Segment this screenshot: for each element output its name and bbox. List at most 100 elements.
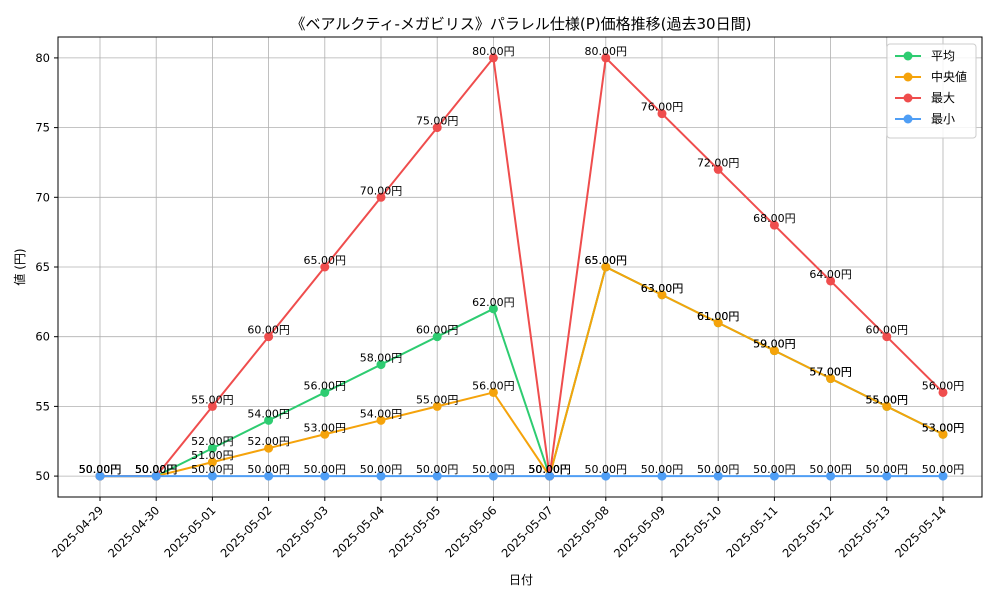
data-label: 55.00円 xyxy=(416,393,459,406)
grid xyxy=(58,37,982,497)
data-point xyxy=(657,290,667,300)
data-point xyxy=(376,360,386,370)
x-tick-label: 2025-05-09 xyxy=(611,503,668,560)
data-label: 60.00円 xyxy=(416,324,459,337)
series-line xyxy=(100,55,944,478)
data-point xyxy=(264,415,274,425)
legend-marker xyxy=(903,93,913,103)
data-label: 50.00円 xyxy=(79,463,122,476)
data-point xyxy=(151,471,161,481)
data-label: 64.00円 xyxy=(809,268,852,281)
data-label: 61.00円 xyxy=(697,310,740,323)
data-label: 50.00円 xyxy=(191,463,234,476)
data-label: 50.00円 xyxy=(528,463,571,476)
data-label: 51.00円 xyxy=(191,449,234,462)
data-label: 52.00円 xyxy=(191,435,234,448)
data-label: 56.00円 xyxy=(922,379,965,392)
data-label: 52.00円 xyxy=(247,435,290,448)
data-label: 62.00円 xyxy=(472,296,515,309)
data-point xyxy=(769,471,779,481)
data-label: 50.00円 xyxy=(697,463,740,476)
data-label: 50.00円 xyxy=(528,463,571,476)
x-tick-label: 2025-05-02 xyxy=(218,503,275,560)
data-label: 50.00円 xyxy=(304,463,347,476)
data-label: 70.00円 xyxy=(360,184,403,197)
data-label: 59.00円 xyxy=(753,338,796,351)
y-tick-label: 55 xyxy=(35,399,50,413)
x-tick-label: 2025-05-05 xyxy=(386,503,443,560)
data-label: 50.00円 xyxy=(528,463,571,476)
x-tick-label: 2025-04-30 xyxy=(105,503,162,560)
data-label: 50.00円 xyxy=(866,463,909,476)
data-label: 58.00円 xyxy=(360,352,403,365)
x-tick-label: 2025-04-29 xyxy=(49,503,106,560)
y-tick-label: 70 xyxy=(35,190,50,204)
x-tick-label: 2025-05-14 xyxy=(892,503,949,560)
x-tick-label: 2025-05-12 xyxy=(780,503,837,560)
data-point xyxy=(938,387,948,397)
x-axis: 2025-04-29 2025-04-30 2025-05-01 2025-05-02… xyxy=(49,497,949,560)
data-label: 50.00円 xyxy=(79,463,122,476)
data-point xyxy=(826,374,836,384)
data-point xyxy=(432,123,442,133)
x-tick-label: 2025-05-03 xyxy=(274,503,331,560)
data-label: 75.00円 xyxy=(416,115,459,128)
x-tick-label: 2025-05-04 xyxy=(330,503,387,560)
chart-title: 《ベアルクティ-メガビリス》パラレル仕様(P)価格推移(過去30日間) xyxy=(291,15,752,33)
data-label: 50.00円 xyxy=(641,463,684,476)
data-point xyxy=(432,332,442,342)
data-label: 76.00円 xyxy=(641,101,684,114)
data-point xyxy=(938,429,948,439)
data-label: 60.00円 xyxy=(866,324,909,337)
data-point xyxy=(882,332,892,342)
data-label: 50.00円 xyxy=(135,463,178,476)
data-label: 63.00円 xyxy=(641,282,684,295)
data-point xyxy=(264,471,274,481)
data-label: 55.00円 xyxy=(866,393,909,406)
x-tick-label: 2025-05-10 xyxy=(667,503,724,560)
data-point xyxy=(769,220,779,230)
data-point xyxy=(826,276,836,286)
data-point xyxy=(432,471,442,481)
y-tick-label: 50 xyxy=(35,469,50,483)
data-label: 72.00円 xyxy=(697,156,740,169)
data-point xyxy=(882,401,892,411)
data-label: 50.00円 xyxy=(809,463,852,476)
data-label: 60.00円 xyxy=(247,324,290,337)
data-point xyxy=(264,443,274,453)
data-label: 50.00円 xyxy=(79,463,122,476)
data-point xyxy=(601,262,611,272)
data-point xyxy=(432,401,442,411)
data-point xyxy=(545,471,555,481)
data-label: 56.00円 xyxy=(472,379,515,392)
data-label: 53.00円 xyxy=(304,421,347,434)
data-point xyxy=(601,471,611,481)
data-label: 53.00円 xyxy=(922,421,965,434)
data-label: 54.00円 xyxy=(247,407,290,420)
y-tick-label: 65 xyxy=(35,260,50,274)
data-label: 55.00円 xyxy=(866,393,909,406)
legend-entry: 中央値 xyxy=(931,69,967,84)
data-label: 50.00円 xyxy=(360,463,403,476)
data-label: 65.00円 xyxy=(585,254,628,267)
data-point xyxy=(488,53,498,63)
data-label: 50.00円 xyxy=(135,463,178,476)
data-point xyxy=(320,471,330,481)
data-label: 50.00円 xyxy=(247,463,290,476)
data-label: 61.00円 xyxy=(697,310,740,323)
data-point xyxy=(207,457,217,467)
data-point xyxy=(769,346,779,356)
y-tick-label: 60 xyxy=(35,330,50,344)
y-axis: 50 55 60 65 70 75 80 xyxy=(35,51,58,483)
data-point xyxy=(207,471,217,481)
data-label: 56.00円 xyxy=(304,379,347,392)
y-axis-label: 値 (円) xyxy=(12,248,27,285)
y-tick-label: 75 xyxy=(35,121,50,135)
series-3 xyxy=(95,53,948,481)
data-label: 50.00円 xyxy=(528,463,571,476)
data-point xyxy=(207,401,217,411)
data-label: 57.00円 xyxy=(809,366,852,379)
data-point xyxy=(713,471,723,481)
data-label: 50.00円 xyxy=(416,463,459,476)
